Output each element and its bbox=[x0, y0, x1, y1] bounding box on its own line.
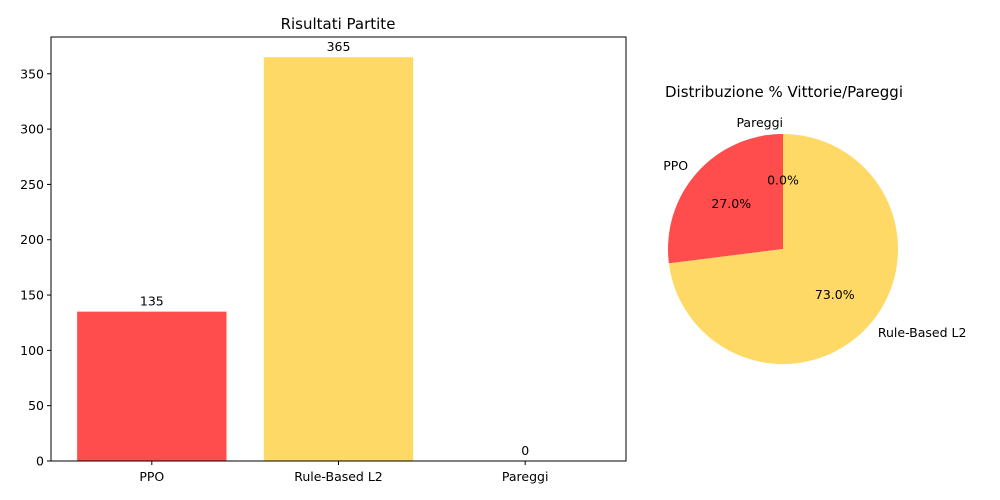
x-tick-label-ppo: PPO bbox=[139, 469, 164, 484]
pie-pct-label-pareggi: 0.0% bbox=[767, 173, 799, 188]
bar-chart: Risultati Partite 050100150200250300350 … bbox=[20, 15, 627, 484]
bar-value-label-rule-based-l2: 365 bbox=[327, 39, 351, 54]
bar-value-label-pareggi: 0 bbox=[521, 443, 529, 458]
bar-chart-frame bbox=[50, 36, 627, 462]
x-tick-label-pareggi: Pareggi bbox=[502, 469, 549, 484]
bar-chart-bars bbox=[77, 57, 414, 461]
bar-chart-title: Risultati Partite bbox=[281, 15, 396, 33]
x-tick-label-rule-based-l2: Rule-Based L2 bbox=[294, 469, 383, 484]
pie-category-label-ppo: PPO bbox=[663, 158, 688, 173]
bar-ppo bbox=[77, 311, 227, 461]
y-tick-label: 50 bbox=[28, 398, 44, 413]
y-tick-label: 0 bbox=[36, 454, 44, 469]
bar-chart-data-labels: 135 365 0 bbox=[140, 39, 529, 458]
pie-chart: Distribuzione % Vittorie/Pareggi PPO 27.0… bbox=[663, 83, 966, 365]
y-tick-label: 300 bbox=[20, 122, 44, 137]
pie-slice-ppo bbox=[667, 134, 783, 264]
bar-rule-based-l2 bbox=[263, 57, 414, 461]
y-tick-label: 100 bbox=[20, 343, 44, 358]
y-tick-label: 350 bbox=[20, 66, 44, 81]
pie-chart-labels: PPO 27.0% Rule-Based L2 73.0% Pareggi 0.0% bbox=[663, 115, 966, 340]
pie-chart-title: Distribuzione % Vittorie/Pareggi bbox=[665, 83, 903, 101]
pie-category-label-rule-based-l2: Rule-Based L2 bbox=[878, 325, 967, 340]
pie-pct-label-ppo: 27.0% bbox=[711, 196, 751, 211]
y-tick-label: 250 bbox=[20, 177, 44, 192]
pie-category-label-pareggi: Pareggi bbox=[736, 115, 783, 130]
bar-chart-x-axis: PPO Rule-Based L2 Pareggi bbox=[139, 461, 548, 484]
pie-pct-label-rule-based-l2: 73.0% bbox=[815, 287, 855, 302]
y-tick-label: 150 bbox=[20, 288, 44, 303]
pie-chart-slices bbox=[667, 134, 899, 365]
bar-chart-y-axis: 0 50 100 150 200 250 300 350 bbox=[20, 66, 51, 469]
pie-slice-rule-based-l2 bbox=[668, 134, 899, 365]
bar-value-label-ppo: 135 bbox=[140, 294, 164, 309]
y-tick-label: 200 bbox=[20, 232, 44, 247]
